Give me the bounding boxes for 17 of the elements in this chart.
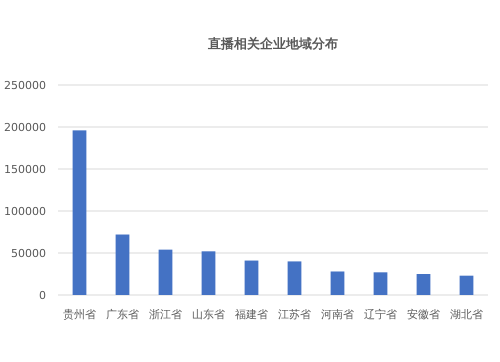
x-tick-label: 湖北省 — [450, 308, 483, 321]
y-tick-label: 100000 — [4, 205, 46, 218]
x-tick-label: 贵州省 — [63, 308, 96, 321]
x-tick-label: 福建省 — [235, 308, 268, 321]
x-tick-label: 安徽省 — [407, 308, 440, 321]
y-tick-label: 150000 — [4, 163, 46, 176]
x-tick-label: 江苏省 — [278, 308, 311, 321]
x-tick-label: 广东省 — [106, 308, 139, 321]
x-tick-label: 河南省 — [321, 308, 354, 321]
y-tick-label: 50000 — [11, 247, 46, 260]
y-tick-label: 250000 — [4, 79, 46, 92]
y-tick-label: 200000 — [4, 121, 46, 134]
y-tick-label: 0 — [39, 289, 46, 302]
x-tick-label: 浙江省 — [149, 308, 182, 321]
title: 直播相关企业地域分布 — [208, 37, 338, 52]
x-tick-label: 山东省 — [192, 308, 225, 321]
x-tick-label: 辽宁省 — [364, 308, 397, 321]
